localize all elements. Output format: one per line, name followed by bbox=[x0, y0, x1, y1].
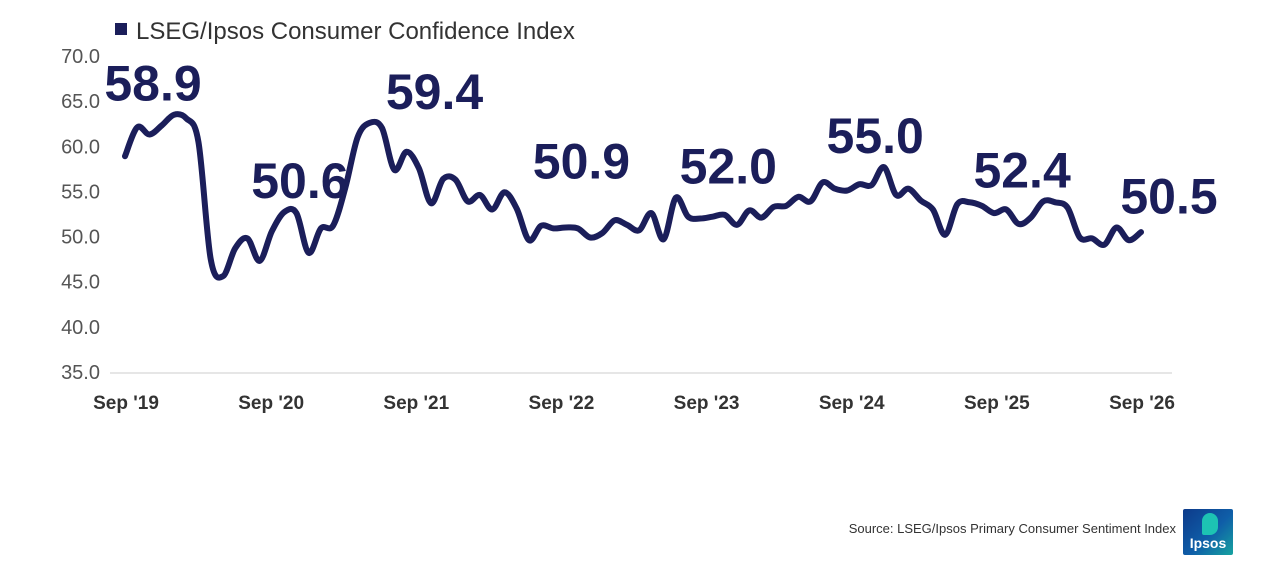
logo-text: Ipsos bbox=[1189, 535, 1227, 551]
series-line bbox=[122, 111, 1144, 281]
data-label: 52.0 bbox=[680, 139, 777, 195]
data-labels: 58.9 50.6 59.4 50.9 52.0 55.0 52.4 50.5 bbox=[104, 56, 1217, 225]
y-tick-label: 70.0 bbox=[61, 46, 100, 68]
x-tick-label: Sep '20 bbox=[238, 393, 304, 414]
legend-swatch bbox=[115, 23, 127, 35]
y-tick-label: 65.0 bbox=[61, 91, 100, 113]
logo-mark-icon bbox=[1202, 513, 1218, 535]
source-note: Source: LSEG/Ipsos Primary Consumer Sent… bbox=[848, 521, 1176, 536]
x-tick-label: Sep '24 bbox=[819, 393, 885, 414]
legend-label: LSEG/Ipsos Consumer Confidence Index bbox=[136, 18, 575, 45]
data-label: 50.5 bbox=[1120, 169, 1217, 225]
x-tick-label: Sep '19 bbox=[93, 393, 159, 414]
y-tick-label: 40.0 bbox=[61, 317, 100, 339]
data-label: 55.0 bbox=[827, 108, 924, 164]
data-label: 52.4 bbox=[973, 142, 1071, 198]
ipsos-logo: Ipsos bbox=[1183, 509, 1233, 555]
y-tick-label: 45.0 bbox=[61, 272, 100, 294]
data-label: 50.6 bbox=[251, 153, 348, 209]
x-tick-label: Sep '21 bbox=[383, 393, 449, 414]
series-layer bbox=[122, 111, 1144, 281]
y-tick-label: 35.0 bbox=[61, 362, 100, 384]
legend: LSEG/Ipsos Consumer Confidence Index bbox=[115, 18, 575, 45]
x-tick-label: Sep '23 bbox=[674, 393, 740, 414]
data-label: 59.4 bbox=[386, 64, 484, 120]
x-tick-label: Sep '25 bbox=[964, 393, 1030, 414]
y-axis: 70.0 65.0 60.0 55.0 50.0 45.0 40.0 35.0 bbox=[61, 46, 100, 384]
x-tick-label: Sep '26 bbox=[1109, 393, 1175, 414]
y-tick-label: 50.0 bbox=[61, 227, 100, 249]
x-axis: Sep '19 Sep '20 Sep '21 Sep '22 Sep '23 Sep '… bbox=[93, 372, 1175, 414]
y-tick-label: 60.0 bbox=[61, 136, 100, 158]
y-tick-label: 55.0 bbox=[61, 181, 100, 203]
data-label: 50.9 bbox=[533, 133, 630, 189]
x-tick-label: Sep '22 bbox=[529, 393, 595, 414]
data-label: 58.9 bbox=[104, 56, 201, 112]
line-chart: LSEG/Ipsos Consumer Confidence Index 70.… bbox=[61, 18, 1218, 414]
